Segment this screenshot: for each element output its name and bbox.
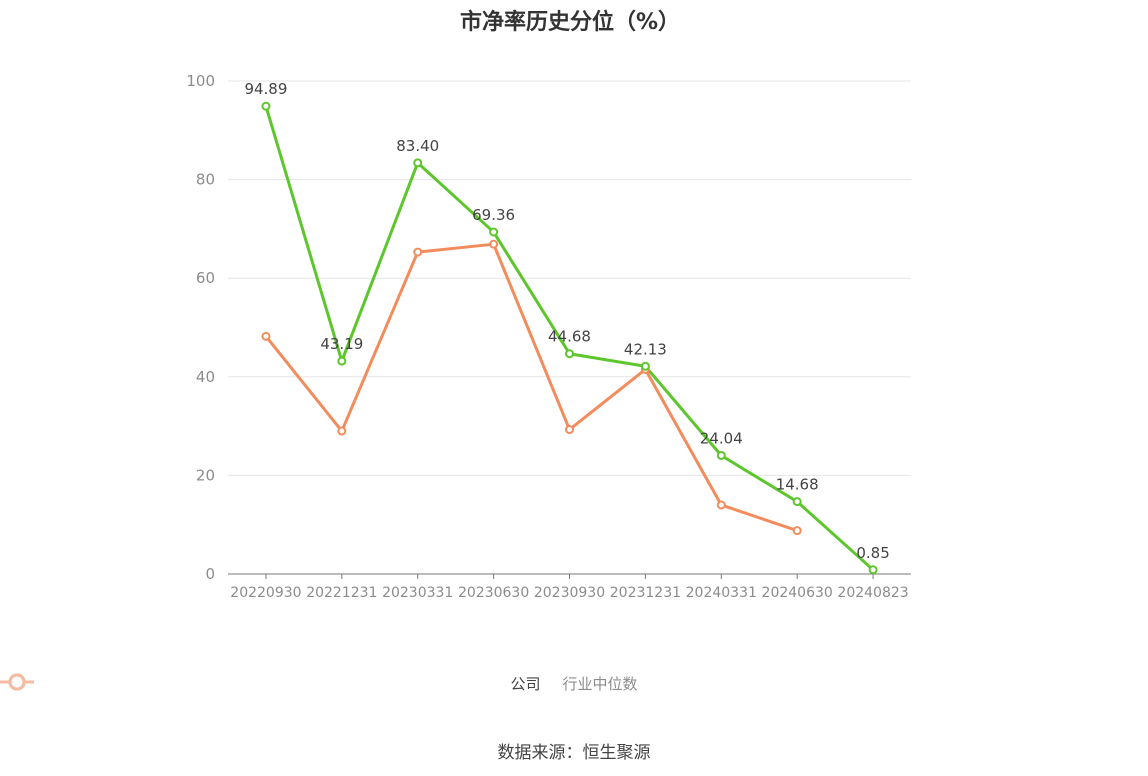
data-point-industry-median bbox=[716, 500, 726, 510]
data-point-company bbox=[337, 356, 347, 366]
data-label-company: 24.04 bbox=[700, 429, 743, 447]
legend-item-company[interactable]: 公司 bbox=[0, 673, 541, 694]
x-axis: 20220930 20221231 20230331 20230630 20230930… bbox=[228, 573, 911, 601]
y-tick-label: 100 bbox=[186, 72, 215, 90]
data-point-company bbox=[640, 361, 650, 371]
x-tick-label: 20240823 bbox=[837, 585, 908, 601]
data-label-company: 0.85 bbox=[856, 544, 889, 562]
data-label-company: 83.40 bbox=[396, 137, 439, 155]
data-point-company bbox=[565, 349, 574, 359]
legend-item-industry-median[interactable]: 行业中位数 bbox=[0, 673, 638, 694]
data-point-industry-median bbox=[489, 239, 499, 249]
data-point-industry-median bbox=[413, 247, 423, 257]
x-tick-label: 20240630 bbox=[762, 585, 833, 601]
x-tick-label: 20230630 bbox=[458, 585, 529, 601]
x-tick-label: 20240331 bbox=[686, 585, 757, 601]
grid-lines bbox=[228, 80, 911, 476]
data-point-industry-median bbox=[792, 526, 802, 536]
x-tick-label: 20230331 bbox=[382, 585, 453, 601]
series-line-industry-median bbox=[264, 242, 798, 533]
data-point-company bbox=[716, 450, 726, 460]
y-axis-ticks: 0 20 40 60 80 100 bbox=[186, 72, 215, 583]
legend-label-industry-median: 行业中位数 bbox=[562, 675, 638, 693]
x-tick-label: 20231231 bbox=[610, 585, 681, 601]
data-point-company bbox=[261, 101, 271, 111]
y-tick-label: 80 bbox=[196, 171, 215, 189]
data-labels: 94.89 43.19 83.40 69.36 44.68 42.13 24.04 14.68… bbox=[244, 80, 889, 562]
x-tick-label: 20221231 bbox=[306, 585, 377, 601]
data-point-company bbox=[489, 227, 499, 237]
data-label-company: 44.68 bbox=[548, 328, 591, 346]
data-label-company: 42.13 bbox=[624, 340, 667, 358]
data-source: 数据来源：恒生聚源 bbox=[497, 743, 651, 763]
data-label-company: 94.89 bbox=[244, 80, 287, 98]
data-label-company: 69.36 bbox=[472, 206, 515, 224]
x-tick-label: 20220930 bbox=[230, 585, 301, 601]
y-tick-label: 0 bbox=[205, 565, 215, 583]
data-point-company bbox=[413, 158, 423, 168]
legend: 公司 行业中位数 bbox=[0, 673, 1148, 694]
data-label-company: 14.68 bbox=[776, 476, 819, 494]
y-tick-label: 20 bbox=[196, 466, 215, 484]
y-tick-label: 60 bbox=[196, 269, 215, 287]
data-point-industry-median bbox=[565, 425, 574, 435]
data-point-company bbox=[792, 497, 802, 507]
data-point-industry-median bbox=[261, 331, 271, 341]
x-tick-label: 20230930 bbox=[534, 585, 605, 601]
series-points bbox=[261, 101, 878, 575]
chart-title: 市净率历史分位（%） bbox=[459, 10, 681, 35]
data-point-company bbox=[868, 565, 878, 575]
y-tick-label: 40 bbox=[196, 368, 215, 386]
data-point-industry-median bbox=[337, 426, 347, 436]
legend-marker-industry-median bbox=[0, 673, 34, 691]
legend-label-company: 公司 bbox=[510, 675, 541, 693]
data-label-company: 43.19 bbox=[320, 335, 363, 353]
